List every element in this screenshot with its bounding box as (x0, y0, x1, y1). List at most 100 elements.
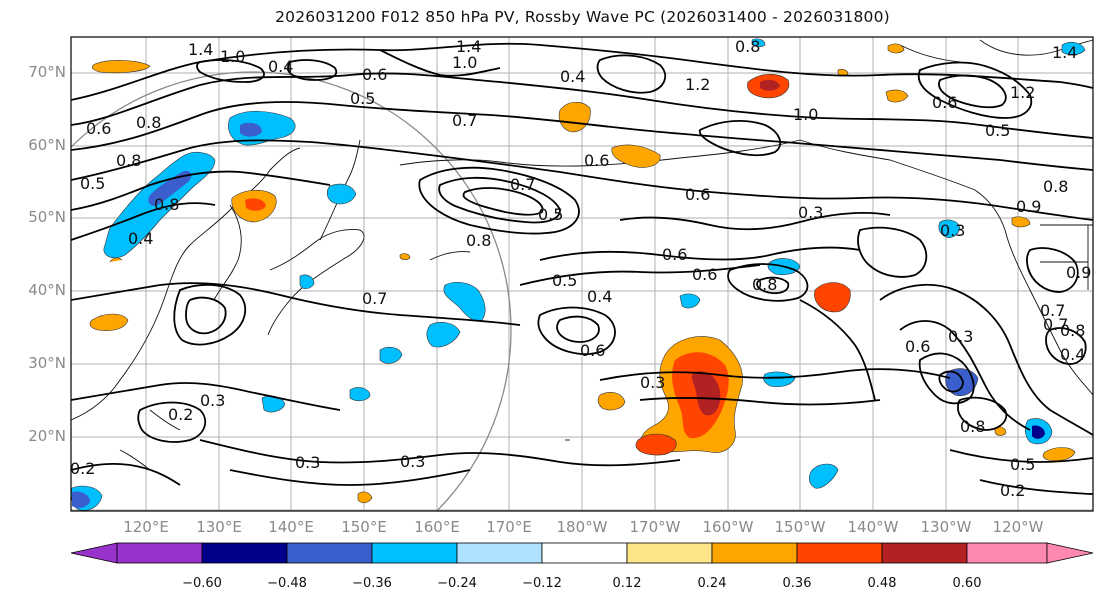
contour-label: 0.6 (580, 341, 605, 360)
colorbar-extend-low (70, 542, 118, 564)
contour-label: 0.3 (940, 221, 965, 240)
colorbar-segment (541, 542, 628, 564)
colorbar-segment (456, 542, 543, 564)
colorbar-tick: 0.60 (952, 576, 982, 591)
contour-label: 0.9 (1066, 263, 1091, 282)
map-frame (70, 36, 1094, 512)
contour-label: 0.7 (1040, 301, 1065, 320)
colorbar-segment (371, 542, 458, 564)
colorbar-tick: 0.48 (867, 576, 897, 591)
colorbar-segment (116, 542, 203, 564)
contour-label: 0.6 (685, 185, 710, 204)
contour-label: 1.0 (793, 105, 818, 124)
lon-label: 120°W (992, 518, 1044, 536)
colorbar-extend-high (1046, 542, 1094, 564)
grid (71, 37, 1093, 511)
colorbar-tick: −0.24 (437, 576, 477, 591)
contour-label: 0.5 (350, 89, 375, 108)
contour-label: 0.8 (154, 195, 179, 214)
contour-label: 0.9 (1016, 197, 1041, 216)
map-title: 2026031200 F012 850 hPa PV, Rossby Wave … (275, 8, 890, 26)
contour-label: 0.5 (985, 121, 1010, 140)
colorbar (70, 542, 1094, 564)
lat-label: 20°N (28, 427, 66, 445)
colorbar-segment (286, 542, 373, 564)
lon-label: 160°E (414, 518, 460, 536)
colorbar-tick: 0.12 (612, 576, 642, 591)
contour-label: 0.3 (400, 452, 425, 471)
reference-circle (71, 71, 512, 511)
pv-contours (71, 42, 1093, 495)
colorbar-tick: −0.60 (182, 576, 222, 591)
colorbar-tick: −0.48 (267, 576, 307, 591)
colorbar-tick: −0.12 (522, 576, 562, 591)
colorbar-segment (881, 542, 968, 564)
contour-label: 0.7 (452, 111, 477, 130)
lon-label: 140°E (268, 518, 314, 536)
contour-label: 0.4 (1060, 345, 1085, 364)
contour-label: 0.8 (116, 151, 141, 170)
contour-label: 0.5 (552, 271, 577, 290)
contour-label: 0.3 (640, 373, 665, 392)
lat-label: 60°N (28, 136, 66, 154)
contour-label: 0.3 (798, 203, 823, 222)
colorbar-tick: 0.36 (782, 576, 812, 591)
colorbar-segment (711, 542, 798, 564)
contour-label: 0.2 (70, 459, 95, 478)
contour-label: 0.5 (1010, 455, 1035, 474)
contour-label: 0.8 (1060, 321, 1085, 340)
contour-label: 0.6 (932, 93, 957, 112)
contour-label: 1.0 (220, 47, 245, 66)
contour-label: 0.2 (1000, 481, 1025, 500)
lon-label: 130°W (920, 518, 972, 536)
contour-label: 1.4 (188, 40, 213, 59)
contour-label: 0.8 (960, 417, 985, 436)
colorbar-segment (966, 542, 1048, 564)
contour-label: 1.4 (1052, 43, 1077, 62)
contour-label: 0.8 (1043, 177, 1068, 196)
lon-label: 180°W (556, 518, 608, 536)
contour-labels: 1.4 1.0 0.4 0.6 0.5 0.8 1.4 1.0 0.4 0.8 … (70, 37, 1091, 500)
lon-label: 160°W (702, 518, 754, 536)
colorbar-tick: 0.24 (697, 576, 727, 591)
contour-label: 0.7 (362, 289, 387, 308)
contour-label: 0.6 (692, 265, 717, 284)
lon-label: 140°W (847, 518, 899, 536)
contour-label: 0.4 (128, 229, 153, 248)
contour-label: 0.7 (1043, 315, 1068, 334)
contour-label: 0.6 (86, 119, 111, 138)
contour-label: 0.2 (168, 405, 193, 424)
contour-label: 0.8 (136, 113, 161, 132)
contour-label: 0.5 (538, 205, 563, 224)
lat-label: 50°N (28, 208, 66, 226)
contour-label: 0.7 (510, 175, 535, 194)
contour-label: 0.6 (905, 337, 930, 356)
lon-label: 170°W (629, 518, 681, 536)
contour-label: 0.4 (268, 57, 293, 76)
colorbar-segment (796, 542, 883, 564)
contour-label: 0.3 (200, 391, 225, 410)
contour-label: 1.0 (452, 53, 477, 72)
contour-label: 1.2 (1010, 83, 1035, 102)
lat-label: 30°N (28, 354, 66, 372)
contour-label: 0.3 (948, 327, 973, 346)
lat-label: 70°N (28, 63, 66, 81)
lon-label: 130°E (196, 518, 242, 536)
colorbar-segment (201, 542, 288, 564)
coastlines (71, 39, 1093, 471)
contour-label: 0.5 (80, 174, 105, 193)
colorbar-segment (626, 542, 713, 564)
contour-label: 0.8 (466, 231, 491, 250)
contour-label: 0.4 (560, 67, 585, 86)
contour-label: 0.3 (295, 453, 320, 472)
lon-label: 150°W (774, 518, 826, 536)
lon-label: 120°E (123, 518, 169, 536)
contour-label: 0.6 (362, 65, 387, 84)
contour-label: 1.2 (685, 75, 710, 94)
contour-label: 0.6 (662, 245, 687, 264)
lat-label: 40°N (28, 281, 66, 299)
colorbar-tick: −0.36 (352, 576, 392, 591)
lon-label: 150°E (341, 518, 387, 536)
lon-label: 170°E (486, 518, 532, 536)
